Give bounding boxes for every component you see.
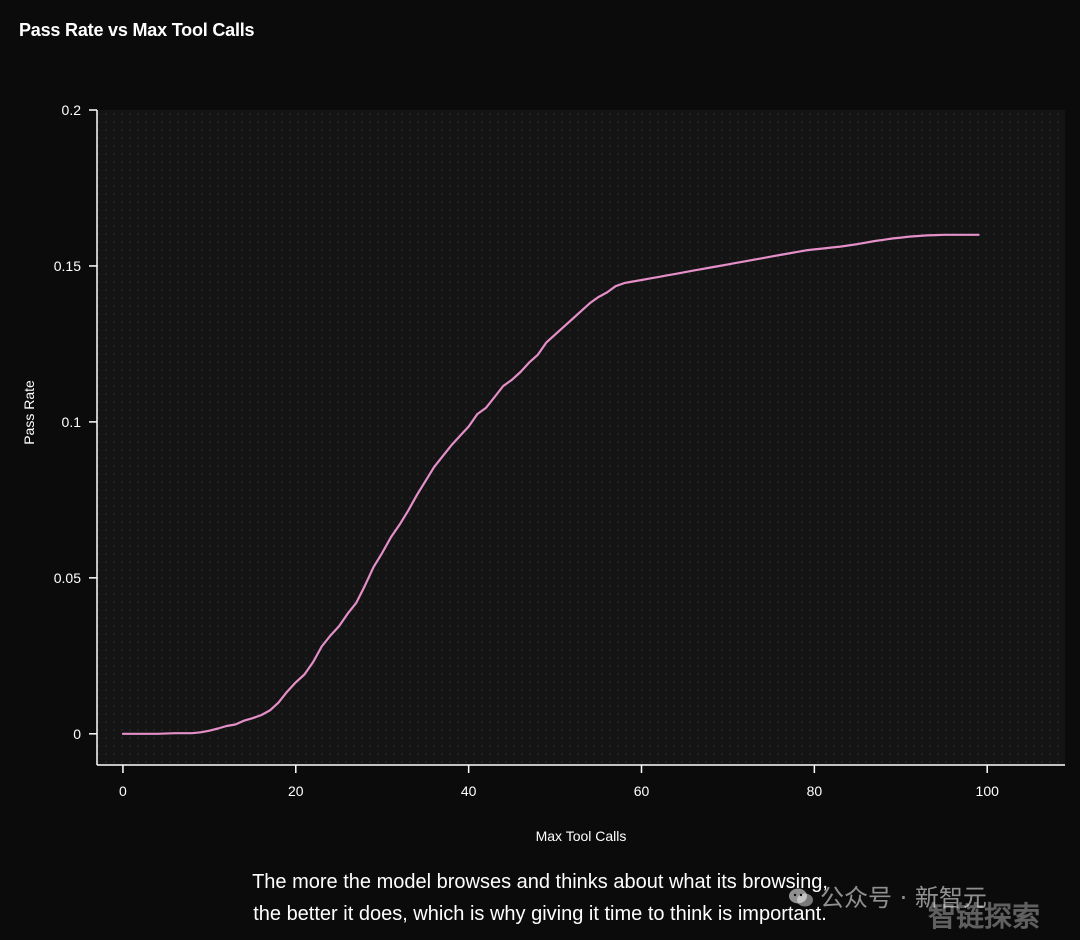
y-tick-label: 0 <box>73 726 81 742</box>
y-tick-label: 0.1 <box>62 414 82 430</box>
x-axis-label: Max Tool Calls <box>536 828 627 844</box>
wechat-icon <box>789 888 813 907</box>
x-tick-label: 20 <box>288 783 304 799</box>
watermark-account-text: 公众号 · 新智元 <box>820 884 987 912</box>
caption-line-1: The more the model browses and thinks ab… <box>252 871 828 893</box>
x-tick-label: 60 <box>634 783 650 799</box>
x-tick-label: 0 <box>119 783 127 799</box>
watermark-account: 公众号 · 新智元 <box>788 878 987 913</box>
y-axis-label: Pass Rate <box>21 380 37 445</box>
y-tick-label: 0.2 <box>62 102 82 118</box>
chart-title: Pass Rate vs Max Tool Calls <box>19 20 255 40</box>
plot-grid-dots <box>97 110 1065 765</box>
series-line-pass-rate <box>121 233 980 735</box>
chart-svg: 0 0.05 0.1 0.15 0.2 0 20 40 60 80 100 Max Tool Cal… <box>21 102 1065 844</box>
y-tick-label: 0.05 <box>54 570 81 586</box>
x-tick-label: 40 <box>461 783 477 799</box>
y-tick-label: 0.15 <box>54 258 81 274</box>
chart-caption: The more the model browses and thinks ab… <box>0 866 1080 930</box>
x-tick-label: 80 <box>807 783 823 799</box>
caption-line-2: the better it does, which is why giving … <box>253 903 827 925</box>
watermark-overlay: 智链探索 <box>928 900 1041 933</box>
x-tick-label: 100 <box>976 783 1000 799</box>
